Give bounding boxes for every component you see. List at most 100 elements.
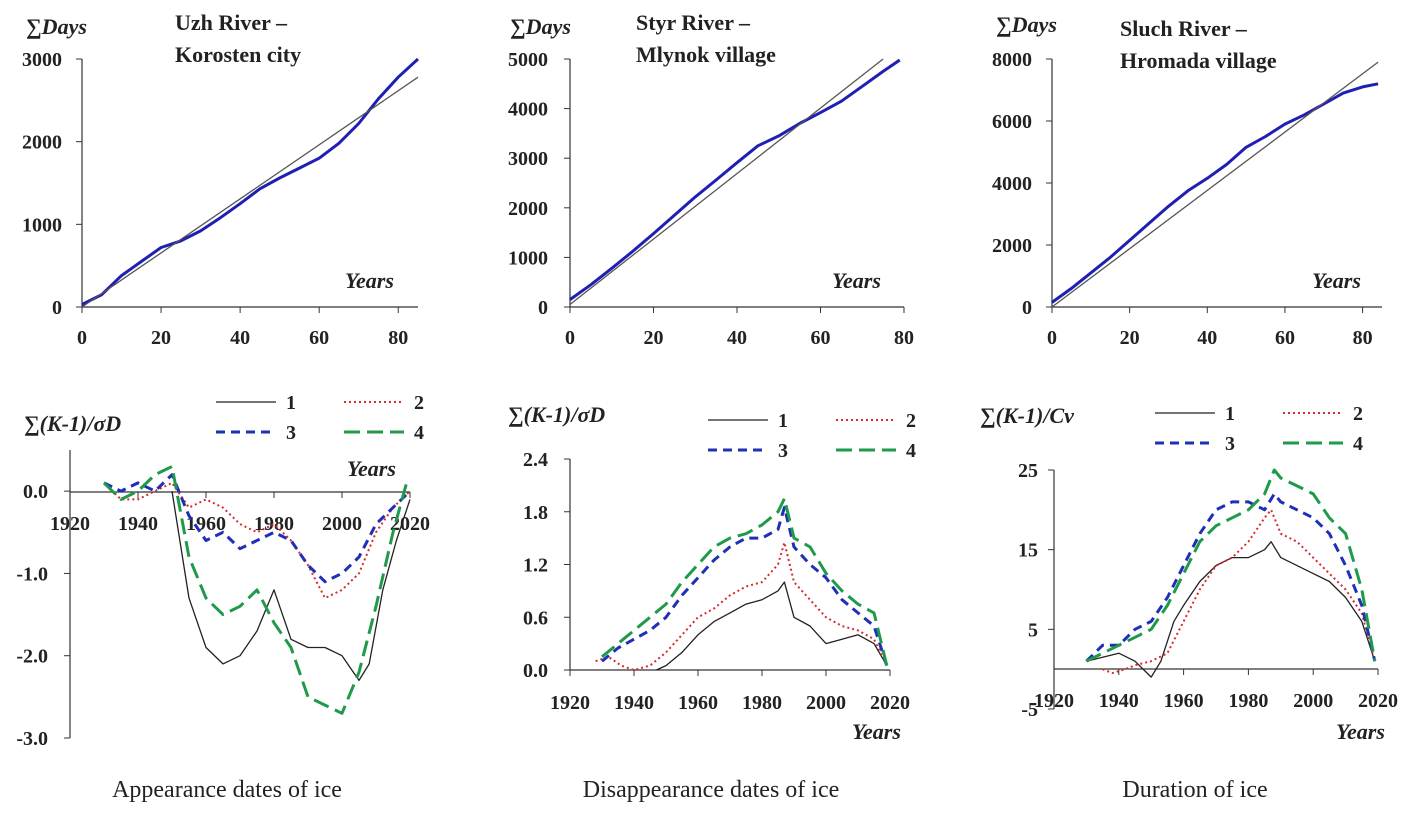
y-tick-label: -5 <box>1021 699 1038 721</box>
y-tick-label: 0.6 <box>523 607 548 629</box>
x-tick-label: 80 <box>894 327 914 349</box>
series-line-trend <box>569 58 884 306</box>
x-tick-label: 1980 <box>742 692 782 714</box>
x-tick-label: 1940 <box>118 513 158 535</box>
series-line-3 <box>601 505 889 667</box>
chart-title-line: Korosten city <box>175 42 301 67</box>
panel-caption: Appearance dates of ice <box>112 777 342 803</box>
series-line-cumulative <box>1051 82 1379 304</box>
x-tick-label: 20 <box>1120 327 1140 349</box>
x-tick-label: 2020 <box>1358 690 1398 712</box>
legend-label-2: 2 <box>1353 403 1363 425</box>
y-tick-label: 1000 <box>508 247 548 269</box>
legend-label-4: 4 <box>414 422 424 444</box>
series-line-trend <box>1051 61 1379 308</box>
panel-caption: Duration of ice <box>1122 777 1267 803</box>
x-tick-label: 60 <box>309 327 329 349</box>
y-tick-label: 0 <box>52 297 62 319</box>
chart-panel-3: 0 2000 4000 6000 8000 0 20 40 60 80 ∑Days Years Sluc… <box>992 12 1382 349</box>
y-tick-label: 1.8 <box>523 502 548 524</box>
chart-title-line: Styr River – <box>636 10 751 35</box>
y-tick-label: 3000 <box>508 148 548 170</box>
legend-label-4: 4 <box>1353 433 1363 455</box>
series-line-1 <box>1086 541 1376 678</box>
x-tick-label: 1920 <box>1034 690 1074 712</box>
series-line-3 <box>1085 492 1377 663</box>
y-axis-label: ∑(K-1)/σD <box>24 411 121 436</box>
x-axis-label: Years <box>852 719 901 744</box>
y-tick-label: 2000 <box>508 198 548 220</box>
y-tick-label: 1000 <box>22 214 62 236</box>
x-tick-label: 2000 <box>1293 690 1333 712</box>
x-tick-label: 1920 <box>550 692 590 714</box>
legend: 1 2 3 4 <box>1155 403 1363 455</box>
series-line-4 <box>601 497 889 666</box>
series-line-4 <box>102 465 409 715</box>
x-tick-label: 1940 <box>1099 690 1139 712</box>
y-tick-label: 2000 <box>992 235 1032 257</box>
x-axis-label: Years <box>1336 719 1385 744</box>
y-tick-label: 0 <box>1022 297 1032 319</box>
y-tick-label: -3.0 <box>16 728 48 750</box>
legend-label-3: 3 <box>778 440 788 462</box>
chart-panel-1: 0 1000 2000 3000 0 20 40 60 80 ∑Days Years Uzh Rive… <box>22 10 420 349</box>
y-tick-label: 5000 <box>508 49 548 71</box>
x-tick-label: 1980 <box>1228 690 1268 712</box>
x-tick-label: 1960 <box>186 513 226 535</box>
series-line-4 <box>1085 468 1377 663</box>
x-axis-label: Years <box>1312 268 1361 293</box>
y-tick-label: 0.0 <box>523 660 548 682</box>
y-tick-label: 15 <box>1018 540 1038 562</box>
chart-title-line: Uzh River – <box>175 10 288 35</box>
y-axis-label: ∑Days <box>510 14 571 39</box>
y-tick-label: 3000 <box>22 49 62 71</box>
y-tick-label: 0.0 <box>23 481 48 503</box>
x-tick-label: 60 <box>1275 327 1295 349</box>
legend-label-1: 1 <box>1225 403 1235 425</box>
chart-title-line: Sluch River – <box>1120 16 1248 41</box>
y-tick-label: 2000 <box>22 132 62 154</box>
legend-label-2: 2 <box>414 392 424 414</box>
x-tick-label: 80 <box>1353 327 1373 349</box>
legend-label-4: 4 <box>906 440 916 462</box>
series-line-1 <box>171 490 411 682</box>
series-line-2 <box>1102 508 1376 675</box>
x-tick-label: 1940 <box>614 692 654 714</box>
x-tick-label: 20 <box>644 327 664 349</box>
y-tick-label: -1.0 <box>16 563 48 585</box>
panel-caption: Disappearance dates of ice <box>583 777 840 803</box>
y-axis-label: ∑Days <box>996 12 1057 37</box>
legend-label-2: 2 <box>906 410 916 432</box>
x-tick-label: 2000 <box>806 692 846 714</box>
legend: 1 2 3 4 <box>216 392 424 444</box>
legend-label-3: 3 <box>1225 433 1235 455</box>
y-tick-label: 4000 <box>508 99 548 121</box>
chart-title-line: Hromada village <box>1120 48 1277 73</box>
legend: 1 2 3 4 <box>708 410 916 462</box>
y-tick-label: -2.0 <box>16 646 48 668</box>
x-tick-label: 60 <box>811 327 831 349</box>
x-tick-label: 0 <box>77 327 87 349</box>
x-axis-label: Years <box>347 456 396 481</box>
legend-label-1: 1 <box>778 410 788 432</box>
y-tick-label: 4000 <box>992 173 1032 195</box>
y-tick-label: 0 <box>538 297 548 319</box>
x-tick-label: 0 <box>1047 327 1057 349</box>
y-tick-label: 6000 <box>992 111 1032 133</box>
y-tick-label: 5 <box>1028 619 1038 641</box>
x-tick-label: 40 <box>230 327 250 349</box>
x-tick-label: 2000 <box>322 513 362 535</box>
series-line-cumulative <box>81 57 420 306</box>
y-axis-label: ∑(K-1)/Cv <box>980 403 1074 428</box>
x-tick-label: 2020 <box>870 692 910 714</box>
y-tick-label: 8000 <box>992 49 1032 71</box>
series-line-2 <box>103 481 411 600</box>
legend-label-3: 3 <box>286 422 296 444</box>
y-tick-label: 1.2 <box>523 555 548 577</box>
y-axis-label: ∑(K-1)/σD <box>508 402 605 427</box>
x-tick-label: 1960 <box>1164 690 1204 712</box>
x-tick-label: 40 <box>727 327 747 349</box>
series-line-trend <box>81 76 419 308</box>
